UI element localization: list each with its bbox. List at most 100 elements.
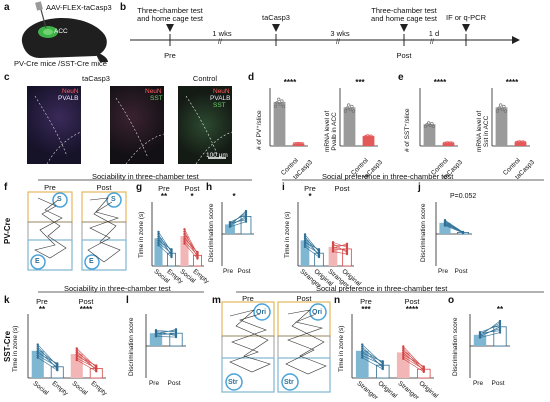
i-ylabel: Time in zone (s) <box>284 211 291 258</box>
g-pair-dot-a-0-3 <box>157 237 160 240</box>
k-pair-dot-a-0-6 <box>36 343 39 346</box>
e-right-point-0-3 <box>500 108 504 112</box>
virus-label: AAV-FLEX-taCasp3 <box>46 3 112 12</box>
g-pair-dot-c-1-5 <box>196 256 199 259</box>
i-pair-dot-c-1-3 <box>345 249 349 252</box>
g-pair-dot-a-1-1 <box>183 240 186 243</box>
n-pair-line-1-5 <box>403 348 424 372</box>
i-pair-line-0-0 <box>304 246 320 258</box>
d-left-point-1-3 <box>297 142 301 146</box>
l-pair-line-0-0 <box>155 336 177 338</box>
d-right-point-0-4 <box>350 104 354 109</box>
n-pair-dot-a-1-6 <box>402 345 405 348</box>
d-left-point-0-5 <box>281 104 286 108</box>
k-pair-line-1-0 <box>76 359 97 372</box>
n-pair-dot-a-0-6 <box>361 343 364 346</box>
h-pair-line-0-5 <box>229 219 247 224</box>
n-pair-dot-c-0-6 <box>381 362 384 366</box>
svg-text://: // <box>430 39 434 46</box>
micrograph-tacasp3-sst <box>110 86 164 164</box>
i-pair-dot-a-0-4 <box>303 237 307 240</box>
e-left-point-1-2 <box>446 141 450 145</box>
i-pair-dot-c-1-0 <box>345 252 349 256</box>
j-pval: P=0.052 <box>450 193 477 200</box>
l-pair-dot-c-0-6 <box>174 330 178 334</box>
i-post: Post <box>334 184 350 193</box>
d-left-point-0-0 <box>273 104 278 108</box>
n-pair-dot-a-1-5 <box>402 347 405 350</box>
l-pair-line-0-3 <box>155 333 177 335</box>
panel-label-i: i <box>282 182 285 193</box>
micrograph-title-control: Control <box>192 74 218 83</box>
i-pair-dot-c-1-6 <box>345 246 349 249</box>
n-pair-dot-a-0-5 <box>361 345 364 348</box>
d-right-bar-0 <box>343 107 356 146</box>
i-pair-dot-c-1-1 <box>345 247 349 251</box>
svg-text://: // <box>336 39 340 46</box>
micrograph-tacasp3-pvalb <box>27 86 81 164</box>
l-pair-dot-a-0-6 <box>154 329 158 332</box>
n-pair-line-0-5 <box>362 346 383 368</box>
h-pair-dot-c-0-6 <box>244 213 248 216</box>
d-left-point-1-1 <box>294 142 298 146</box>
n-pre: Pre <box>360 297 372 306</box>
d-left-point-1-2 <box>296 141 300 146</box>
h-category-1: Post <box>237 268 251 275</box>
o-pair-dot-c-0-4 <box>498 321 502 325</box>
stain-neun-2: NeuN <box>145 88 162 95</box>
j-pair-line-0-5 <box>444 220 464 233</box>
d-left-point-0-1 <box>275 101 279 105</box>
e-right-point-1-5 <box>522 140 527 145</box>
o-pair-line-0-5 <box>479 330 501 334</box>
e-ylabel-2: mRNA level of Sst in ACC <box>476 110 490 152</box>
k-pair-dot-a-0-1 <box>36 354 39 357</box>
timeline-gap-3: 1 d <box>428 29 440 38</box>
i-pair-dot-a-0-0 <box>303 245 307 248</box>
n-pair-dot-a-0-0 <box>361 356 364 359</box>
acc-label: ACC <box>54 28 68 35</box>
panel-label-d: d <box>248 72 255 83</box>
h-pair-line-0-0 <box>229 221 247 228</box>
n-pair-dot-c-1-6 <box>422 367 425 370</box>
e-left-point-0-4 <box>430 122 434 126</box>
n-pair-line-0-0 <box>362 357 383 370</box>
j-category-0: Pre <box>437 268 449 275</box>
g-bar-0 <box>154 238 163 266</box>
stain-sst-2: SST <box>150 95 163 102</box>
k-pair-dot-a-0-3 <box>36 349 39 353</box>
d-left-point-1-5 <box>300 142 305 146</box>
panel-label-g: g <box>136 182 143 193</box>
o-pair-line-0-6 <box>479 324 501 333</box>
h-sig: * <box>232 192 236 201</box>
row3-left-title: Sociability in three-chamber test <box>64 284 171 293</box>
panel-label-e: e <box>398 72 404 83</box>
n-pair-dot-a-0-1 <box>361 354 364 357</box>
i-pair-dot-a-0-2 <box>303 241 307 244</box>
e-right-point-0-4 <box>502 104 506 109</box>
j-category-1: Post <box>454 268 468 275</box>
i-pair-line-1-6 <box>332 242 348 248</box>
l-pair-line-0-6 <box>155 329 177 333</box>
timeline-gap-2: 3 wks <box>330 29 350 38</box>
i-pair-line-1-1 <box>332 248 348 251</box>
i-pre: Pre <box>304 184 316 193</box>
f-post: Post <box>96 183 112 192</box>
g-pre: Pre <box>158 184 170 193</box>
i-pair-dot-a-0-6 <box>303 233 307 236</box>
n-pair-dot-a-1-0 <box>402 357 405 360</box>
f-empty-marker-pre: E <box>35 258 40 265</box>
i-pair-dot-a-0-1 <box>303 243 307 246</box>
d-left-point-0-3 <box>278 102 282 107</box>
g-pair-dot-a-1-3 <box>183 235 186 238</box>
panel-label-b: b <box>120 2 127 13</box>
k-pair-dot-a-1-6 <box>75 347 78 350</box>
n-pair-dot-a-1-4 <box>402 349 405 352</box>
d-left-bar-0 <box>273 101 286 146</box>
g-sig-pre: ** <box>160 192 168 201</box>
n-pair-dot-a-1-2 <box>402 353 405 356</box>
h-pair-dot-c-0-5 <box>244 218 248 222</box>
g-pair-dot-c-0-6 <box>170 250 173 254</box>
k-pair-dot-c-0-5 <box>56 367 59 371</box>
d-left-point-0-4 <box>280 99 284 103</box>
panel-label-c: c <box>4 72 10 83</box>
